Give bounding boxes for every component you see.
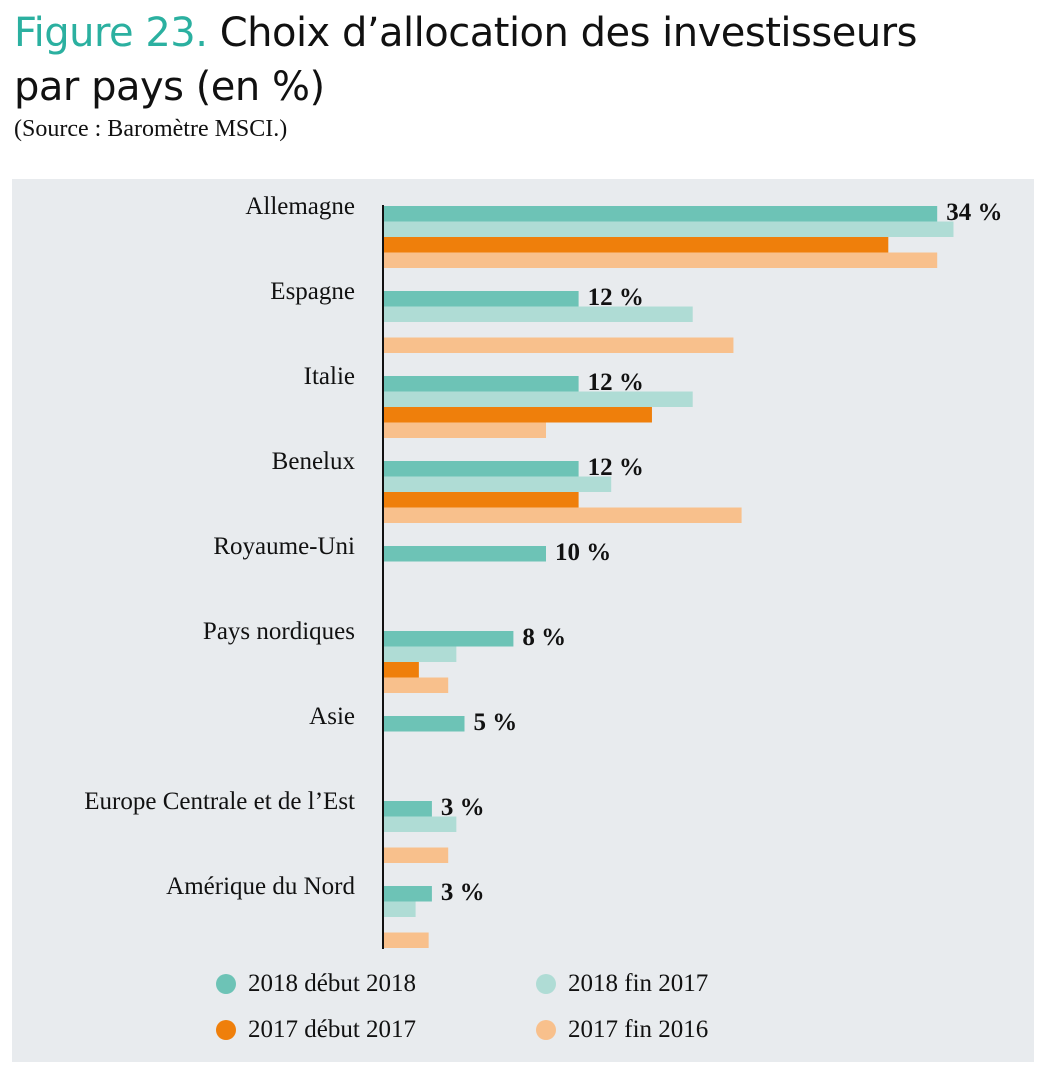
bar <box>383 461 579 477</box>
data-label: 34 % <box>946 199 1002 226</box>
data-label: 3 % <box>441 794 485 821</box>
bar <box>383 237 889 253</box>
bar <box>383 221 954 237</box>
category-label: Europe Centrale et de l’Est <box>84 788 355 815</box>
category-label: Italie <box>304 363 355 390</box>
legend-item: 2017 début 2017 <box>216 1016 416 1044</box>
legend-label: 2018 fin 2017 <box>568 970 709 997</box>
figure-title: Choix d’allocation des investisseurs <box>219 10 918 56</box>
category-label: Asie <box>309 703 355 730</box>
category-label: Amérique du Nord <box>166 873 355 900</box>
bar <box>383 422 546 438</box>
figure-header: Figure 23. Choix d’allocation des invest… <box>14 6 1044 143</box>
bar-chart: Allemagne 34 % Espagne 12 % Italie 12 % Benelu… <box>84 193 1002 949</box>
data-label: 8 % <box>522 624 566 651</box>
legend-swatch <box>216 1020 236 1040</box>
category-label: Allemagne <box>245 193 355 220</box>
bar <box>383 901 416 917</box>
legend-swatch <box>536 1020 556 1040</box>
chart-panel: Allemagne 34 % Espagne 12 % Italie 12 % Benelu… <box>12 179 1034 1062</box>
legend-swatch <box>216 974 236 994</box>
bar <box>383 492 579 508</box>
bar <box>383 507 742 523</box>
bar <box>383 662 419 678</box>
bar <box>383 816 457 832</box>
legend-swatch <box>536 974 556 994</box>
data-label: 3 % <box>441 879 485 906</box>
bar <box>383 476 612 492</box>
bar <box>383 206 938 222</box>
bar <box>383 546 546 562</box>
category-label: Royaume-Uni <box>213 533 355 560</box>
bar <box>383 847 449 863</box>
category-label: Espagne <box>270 278 355 305</box>
bar <box>383 407 652 423</box>
data-label: 5 % <box>474 709 518 736</box>
bar <box>383 376 579 392</box>
bar <box>383 932 429 948</box>
bar <box>383 306 693 322</box>
legend-item: 2018 début 2018 <box>216 970 416 998</box>
bar <box>383 337 734 353</box>
bar <box>383 646 457 662</box>
bar <box>383 631 514 647</box>
bar <box>383 291 579 307</box>
bar <box>383 801 432 817</box>
data-label: 12 % <box>588 369 644 396</box>
legend-item: 2018 fin 2017 <box>536 970 708 998</box>
bar <box>383 252 938 268</box>
legend-item: 2017 fin 2016 <box>536 1016 708 1044</box>
legend-label: 2017 fin 2016 <box>568 1016 709 1043</box>
bar <box>383 716 465 732</box>
data-label: 12 % <box>588 454 644 481</box>
bar <box>383 677 449 693</box>
data-label: 10 % <box>555 539 611 566</box>
figure-title-line-2: par pays (en %) <box>14 64 325 110</box>
bar <box>383 391 693 407</box>
legend-label: 2018 début 2018 <box>248 970 417 997</box>
legend-label: 2017 début 2017 <box>248 1016 417 1043</box>
figure-source: (Source : Baromètre MSCI.) <box>14 116 288 142</box>
category-label: Pays nordiques <box>203 618 355 645</box>
figure-number: Figure 23. <box>14 10 208 56</box>
bar <box>383 886 432 902</box>
category-label: Benelux <box>272 448 356 475</box>
data-label: 12 % <box>588 284 644 311</box>
figure-title-line-1: Figure 23. Choix d’allocation des invest… <box>14 6 1044 60</box>
